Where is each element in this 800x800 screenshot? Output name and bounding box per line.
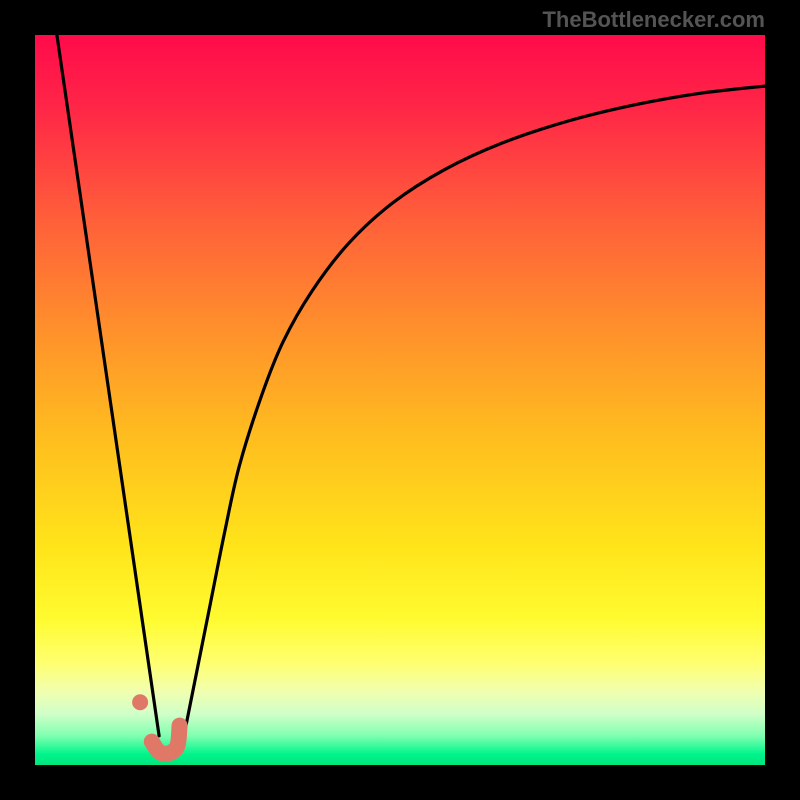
accent-hook xyxy=(152,726,180,754)
chart-frame: TheBottlenecker.com xyxy=(0,0,800,800)
marker-dot xyxy=(132,694,148,710)
bottleneck-curve-right xyxy=(181,86,765,750)
bottleneck-curve-left xyxy=(57,35,159,736)
curve-layer xyxy=(0,0,800,800)
